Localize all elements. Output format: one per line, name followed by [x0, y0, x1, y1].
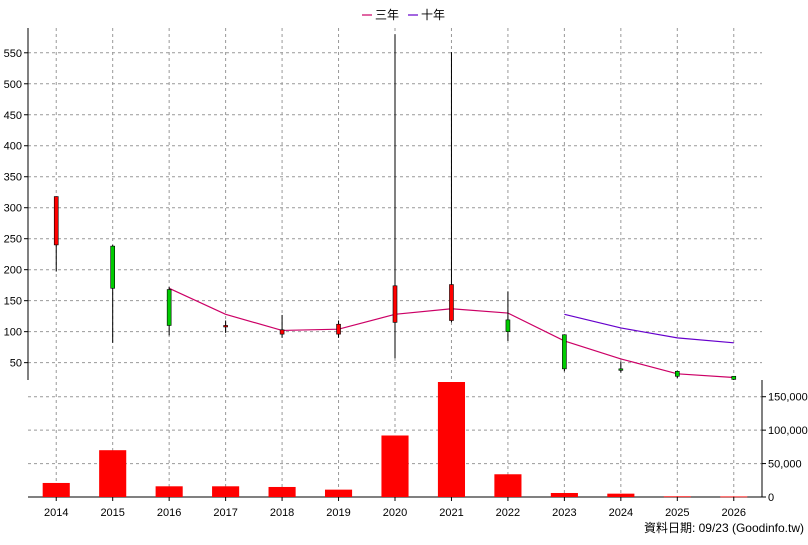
volume-bar	[607, 493, 635, 497]
x-tick-label: 2023	[552, 507, 576, 519]
price-tick-label: 150	[4, 296, 22, 308]
x-tick-label: 2024	[609, 507, 633, 519]
volume-bar	[494, 474, 522, 497]
volume-bar	[212, 486, 240, 497]
volume-bar	[155, 486, 183, 497]
volume-tick-label: 0	[768, 492, 774, 504]
volume-bar	[381, 435, 409, 497]
price-tick-label: 550	[4, 48, 22, 60]
legend: 三年 十年	[362, 8, 445, 22]
price-tick-label: 100	[4, 327, 22, 339]
x-tick-label: 2017	[213, 507, 237, 519]
price-tick-label: 200	[4, 265, 22, 277]
candle-body	[731, 375, 737, 380]
footer-source-label: 資料日期: 09/23 (Goodinfo.tw)	[644, 521, 804, 535]
candle-body	[223, 325, 228, 328]
legend-label: 十年	[421, 8, 445, 22]
volume-bar	[42, 482, 70, 497]
candle-body	[336, 323, 341, 335]
x-tick-label: 2025	[665, 507, 689, 519]
volume-tick-label: 150,000	[768, 392, 808, 404]
x-tick-label: 2014	[44, 507, 68, 519]
price-tick-label: 300	[4, 203, 22, 215]
candle-body	[53, 196, 59, 246]
x-tick-label: 2015	[100, 507, 124, 519]
volume-bar	[720, 496, 748, 498]
volume-bar	[99, 450, 127, 497]
series-line	[564, 313, 734, 344]
x-tick-label: 2018	[270, 507, 294, 519]
candle-body	[449, 284, 454, 321]
x-tick-label: 2020	[383, 507, 407, 519]
volume-bar	[324, 489, 353, 497]
x-tick-label: 2021	[439, 507, 463, 519]
price-tick-label: 400	[4, 141, 22, 153]
volume-bar	[437, 382, 466, 497]
x-tick-label: 2016	[157, 507, 181, 519]
candle-body	[675, 371, 680, 377]
volume-tick-label: 100,000	[768, 425, 808, 437]
candle-body	[110, 245, 115, 289]
price-tick-label: 350	[4, 172, 22, 184]
price-tick-label: 50	[10, 358, 22, 370]
price-tick-label: 250	[4, 234, 22, 246]
x-tick-label: 2026	[722, 507, 746, 519]
candle-body	[279, 329, 285, 335]
candlesticks	[53, 34, 737, 380]
x-tick-label: 2022	[496, 507, 520, 519]
axes: 50 100 150 200 250 300 350 400 450 500 550 0 50,000 1…	[4, 48, 808, 519]
volume-bar	[663, 496, 691, 498]
candle-body	[392, 285, 398, 323]
candle-body	[505, 319, 511, 332]
price-tick-label: 500	[4, 79, 22, 91]
candle-body	[562, 334, 567, 370]
candle-body	[166, 289, 172, 326]
legend-label: 三年	[375, 8, 399, 22]
volume-bars	[42, 382, 748, 498]
volume-bar	[268, 486, 296, 497]
candle-body	[618, 368, 624, 371]
volume-tick-label: 50,000	[768, 459, 802, 471]
x-tick-label: 2019	[326, 507, 350, 519]
price-tick-label: 450	[4, 110, 22, 122]
volume-bar	[550, 492, 578, 497]
